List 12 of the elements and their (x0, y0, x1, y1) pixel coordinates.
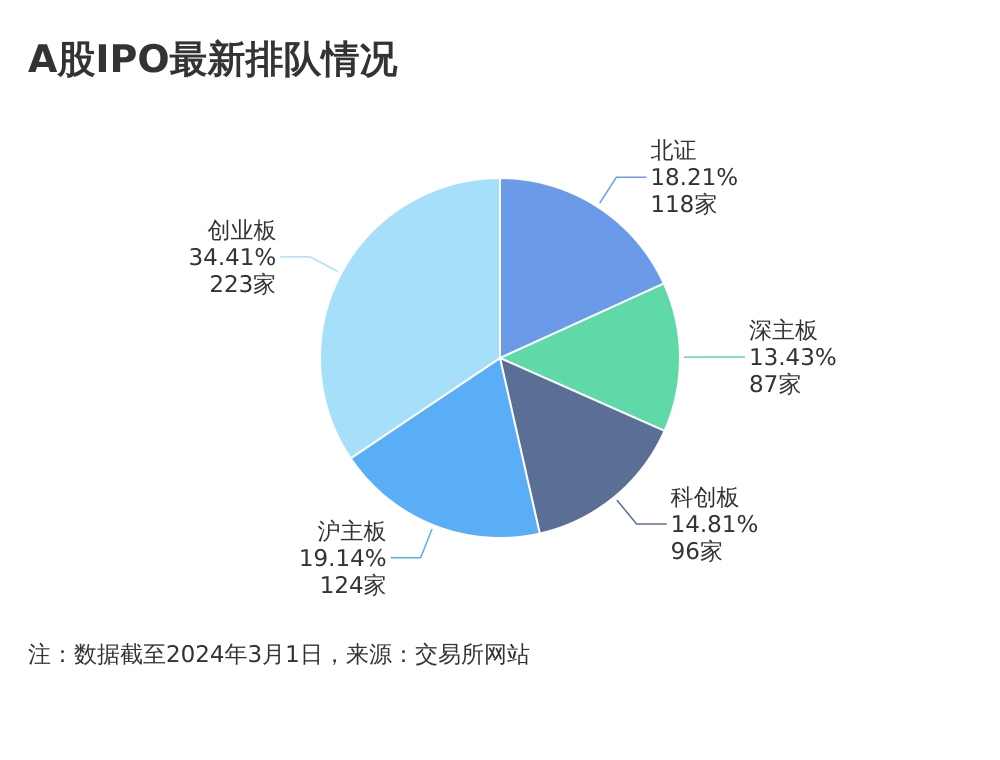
data-label: 34.41% 223家 (188, 244, 276, 298)
text: 注：数据截至2024年3月1日，来源：交易所网站 (28, 642, 530, 668)
slice-label: 科创板 (670, 485, 740, 512)
data-label: 19.14% 124家 (298, 546, 387, 599)
data-label: 13.43% 87家 (748, 344, 837, 398)
slice-label: 深主板 (748, 318, 818, 344)
slice-label: 创业板 (207, 218, 276, 244)
slice-label: 北证 (650, 138, 696, 164)
data-label: 18.21% 118家 (650, 165, 738, 218)
data-label: 14.81% 96家 (670, 512, 758, 566)
slice-label: 沪主板 (318, 518, 387, 545)
chart-title: A股IPO最新排队情况 (28, 37, 398, 81)
